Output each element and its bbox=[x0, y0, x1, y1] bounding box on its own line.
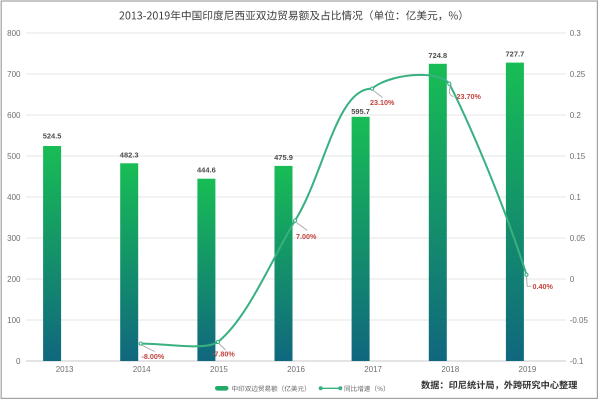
svg-text:-0.05: -0.05 bbox=[570, 316, 589, 325]
svg-text:700: 700 bbox=[7, 70, 21, 79]
svg-text:0.40%: 0.40% bbox=[533, 282, 554, 291]
svg-text:200: 200 bbox=[7, 275, 21, 284]
svg-text:2018: 2018 bbox=[441, 365, 459, 374]
svg-text:23.10%: 23.10% bbox=[370, 98, 395, 107]
svg-text:2015: 2015 bbox=[210, 365, 228, 374]
svg-text:2019: 2019 bbox=[519, 365, 537, 374]
svg-text:-8.00%: -8.00% bbox=[142, 352, 165, 361]
svg-text:100: 100 bbox=[7, 316, 21, 325]
svg-text:482.3: 482.3 bbox=[120, 150, 139, 159]
svg-text:-7.80%: -7.80% bbox=[212, 350, 235, 359]
svg-text:727.7: 727.7 bbox=[506, 50, 525, 59]
svg-text:0.3: 0.3 bbox=[570, 29, 582, 38]
svg-text:444.6: 444.6 bbox=[197, 166, 216, 175]
svg-text:724.8: 724.8 bbox=[428, 51, 447, 60]
svg-text:595.7: 595.7 bbox=[351, 107, 370, 116]
svg-text:0.1: 0.1 bbox=[570, 193, 582, 202]
svg-text:600: 600 bbox=[7, 111, 21, 120]
svg-text:7.00%: 7.00% bbox=[296, 232, 317, 241]
svg-text:500: 500 bbox=[7, 152, 21, 161]
svg-text:400: 400 bbox=[7, 193, 21, 202]
svg-text:0.05: 0.05 bbox=[570, 234, 586, 243]
svg-text:0: 0 bbox=[570, 275, 575, 284]
svg-text:0.2: 0.2 bbox=[570, 111, 582, 120]
svg-text:0.25: 0.25 bbox=[570, 70, 586, 79]
svg-text:2017: 2017 bbox=[364, 365, 382, 374]
svg-text:23.70%: 23.70% bbox=[457, 92, 482, 101]
svg-text:0: 0 bbox=[16, 357, 21, 366]
svg-text:800: 800 bbox=[7, 29, 21, 38]
svg-text:2014: 2014 bbox=[133, 365, 151, 374]
svg-text:2013: 2013 bbox=[56, 365, 74, 374]
svg-text:0.15: 0.15 bbox=[570, 152, 586, 161]
svg-text:300: 300 bbox=[7, 234, 21, 243]
svg-text:2016: 2016 bbox=[287, 365, 305, 374]
svg-text:475.9: 475.9 bbox=[274, 153, 293, 162]
svg-text:-0.1: -0.1 bbox=[570, 357, 584, 366]
svg-text:524.5: 524.5 bbox=[43, 132, 62, 141]
